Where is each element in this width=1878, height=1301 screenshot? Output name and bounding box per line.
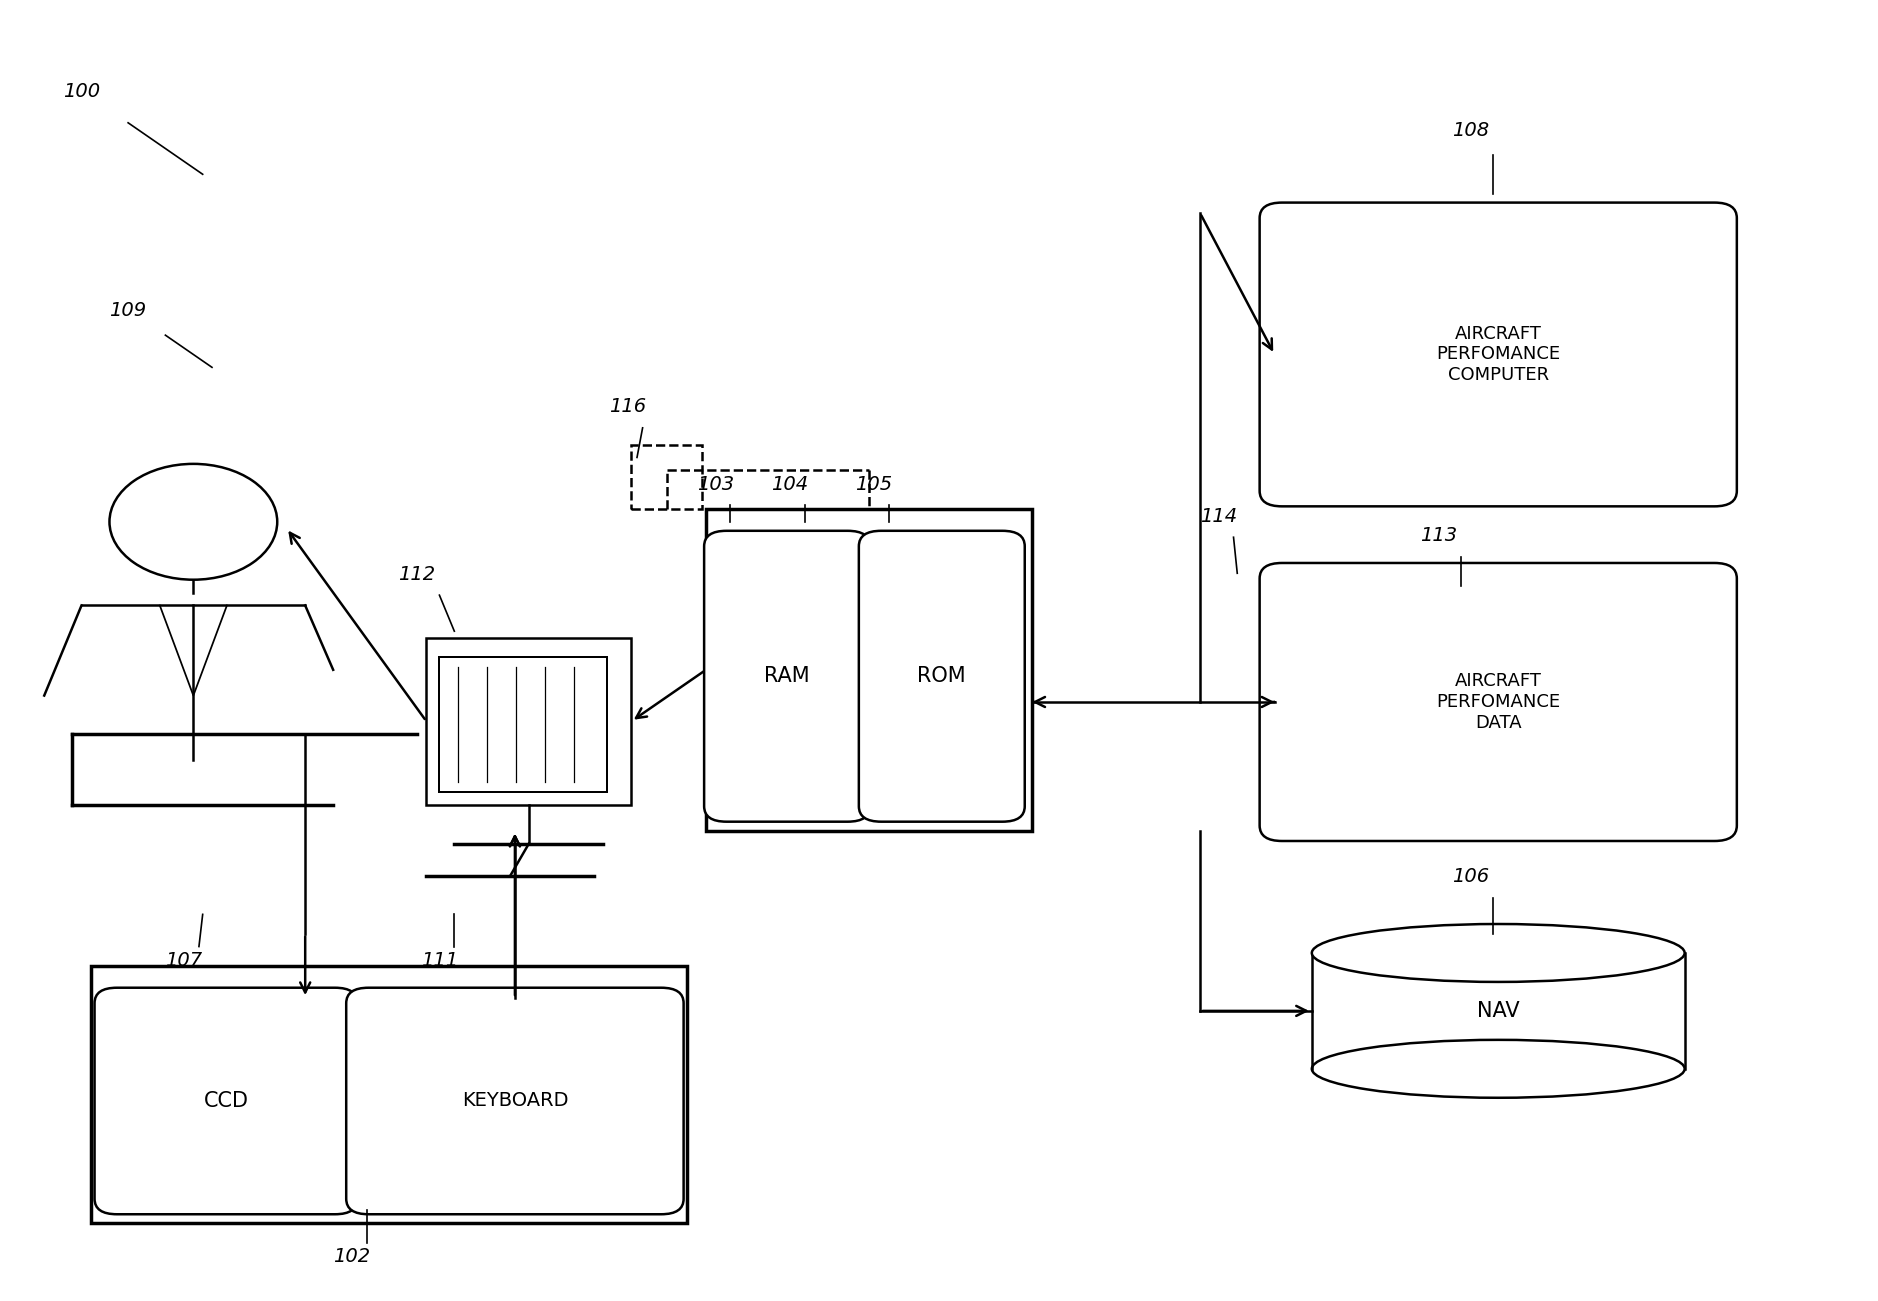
Text: 107: 107 — [165, 951, 203, 969]
Text: 106: 106 — [1452, 868, 1489, 886]
Text: CCD: CCD — [203, 1092, 248, 1111]
FancyBboxPatch shape — [94, 987, 357, 1214]
Text: NAV: NAV — [1476, 1000, 1519, 1021]
Bar — [426, 637, 631, 805]
Text: ROM: ROM — [918, 666, 965, 686]
FancyBboxPatch shape — [858, 531, 1025, 822]
Bar — [631, 445, 702, 509]
Text: AIRCRAFT
PERFOMANCE
DATA: AIRCRAFT PERFOMANCE DATA — [1437, 673, 1561, 731]
Text: 113: 113 — [1420, 526, 1457, 545]
Text: 103: 103 — [697, 475, 734, 493]
FancyBboxPatch shape — [704, 531, 870, 822]
Text: 111: 111 — [421, 951, 458, 969]
Text: 116: 116 — [608, 397, 646, 416]
FancyBboxPatch shape — [1260, 563, 1737, 840]
Text: 109: 109 — [109, 301, 146, 320]
Text: RAM: RAM — [764, 666, 809, 686]
Ellipse shape — [1313, 924, 1685, 982]
Text: 112: 112 — [398, 565, 436, 584]
Text: 104: 104 — [772, 475, 808, 493]
Text: 114: 114 — [1200, 507, 1238, 526]
Text: AIRCRAFT
PERFOMANCE
COMPUTER: AIRCRAFT PERFOMANCE COMPUTER — [1437, 325, 1561, 384]
Text: 100: 100 — [62, 82, 100, 101]
Circle shape — [109, 464, 278, 580]
Ellipse shape — [1313, 1039, 1685, 1098]
Bar — [706, 509, 1033, 831]
Text: 108: 108 — [1452, 121, 1489, 139]
FancyBboxPatch shape — [1260, 203, 1737, 506]
FancyBboxPatch shape — [346, 987, 684, 1214]
Bar — [439, 657, 607, 792]
Text: KEYBOARD: KEYBOARD — [462, 1092, 569, 1111]
Bar — [90, 965, 687, 1223]
Text: 105: 105 — [854, 475, 892, 493]
Text: 102: 102 — [332, 1246, 370, 1266]
